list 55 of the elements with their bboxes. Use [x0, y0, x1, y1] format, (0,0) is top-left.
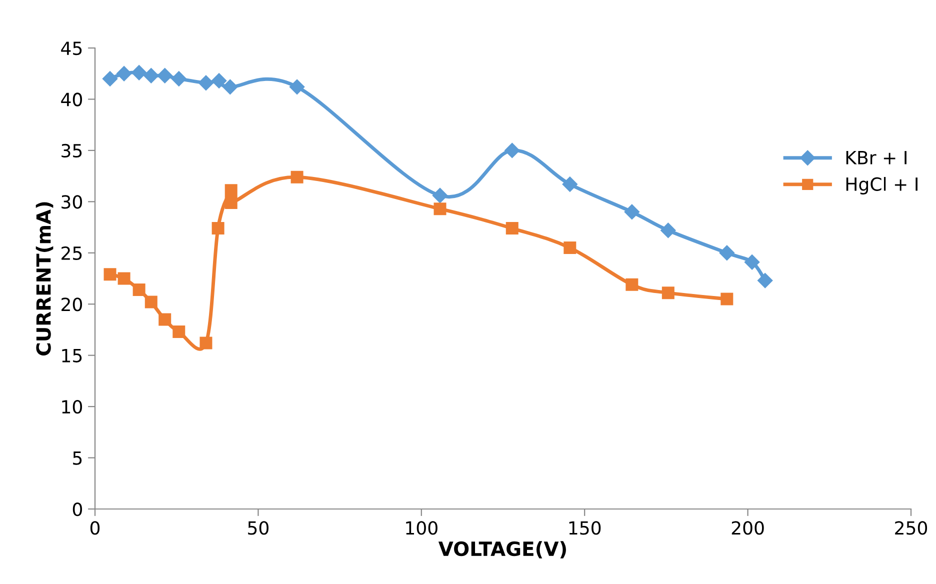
- y-tick-label: 35: [62, 144, 82, 158]
- point: [158, 313, 172, 326]
- y-tick-label: 45: [61, 42, 82, 56]
- point: [200, 336, 212, 350]
- y-tick-label: 10: [62, 400, 82, 414]
- x-tick-label: 100: [406, 521, 438, 535]
- point: [434, 202, 446, 216]
- x-tick-label: 0: [90, 521, 100, 535]
- point: [662, 286, 674, 300]
- point: [116, 66, 132, 82]
- point: [562, 176, 578, 192]
- y-tick-label: 0: [72, 502, 82, 516]
- point: [624, 204, 640, 220]
- point: [564, 242, 576, 254]
- point: [104, 268, 116, 281]
- point: [212, 222, 224, 235]
- point: [211, 73, 227, 88]
- y-axis-title: CURRENT(mA): [36, 202, 54, 356]
- point: [719, 245, 734, 260]
- y-tick-label: 40: [61, 92, 82, 106]
- point: [172, 326, 186, 338]
- point: [504, 142, 520, 158]
- point: [222, 79, 238, 94]
- point: [157, 68, 172, 84]
- point: [144, 296, 158, 308]
- point: [506, 222, 518, 235]
- point: [626, 278, 638, 291]
- point: [171, 71, 186, 86]
- y-tick-label: 15: [62, 349, 82, 362]
- y-tick-label: 30: [62, 195, 82, 209]
- point: [132, 284, 146, 296]
- point: [102, 71, 118, 86]
- x-tick-label: 250: [895, 521, 928, 535]
- legend-label: KBr + I: [846, 151, 906, 164]
- x-tick-label: 50: [248, 521, 268, 535]
- y-tick-label: 20: [62, 298, 82, 312]
- point: [660, 222, 676, 238]
- x-tick-label: 200: [732, 521, 764, 535]
- point: [224, 196, 238, 209]
- point: [720, 292, 734, 306]
- point: [224, 184, 238, 197]
- point: [432, 188, 448, 204]
- x-tick-label: 150: [569, 521, 601, 535]
- point: [144, 68, 159, 84]
- y-tick-label: 5: [73, 451, 82, 465]
- point: [758, 272, 773, 288]
- point: [289, 79, 305, 94]
- point: [290, 170, 304, 184]
- point: [744, 254, 760, 270]
- y-tick-label: 25: [62, 246, 82, 260]
- point: [118, 272, 130, 285]
- point: [131, 65, 147, 80]
- x-axis-title: VOLTAGE(V): [438, 541, 566, 558]
- point: [198, 75, 214, 90]
- legend-label: HgCl + I: [846, 176, 918, 194]
